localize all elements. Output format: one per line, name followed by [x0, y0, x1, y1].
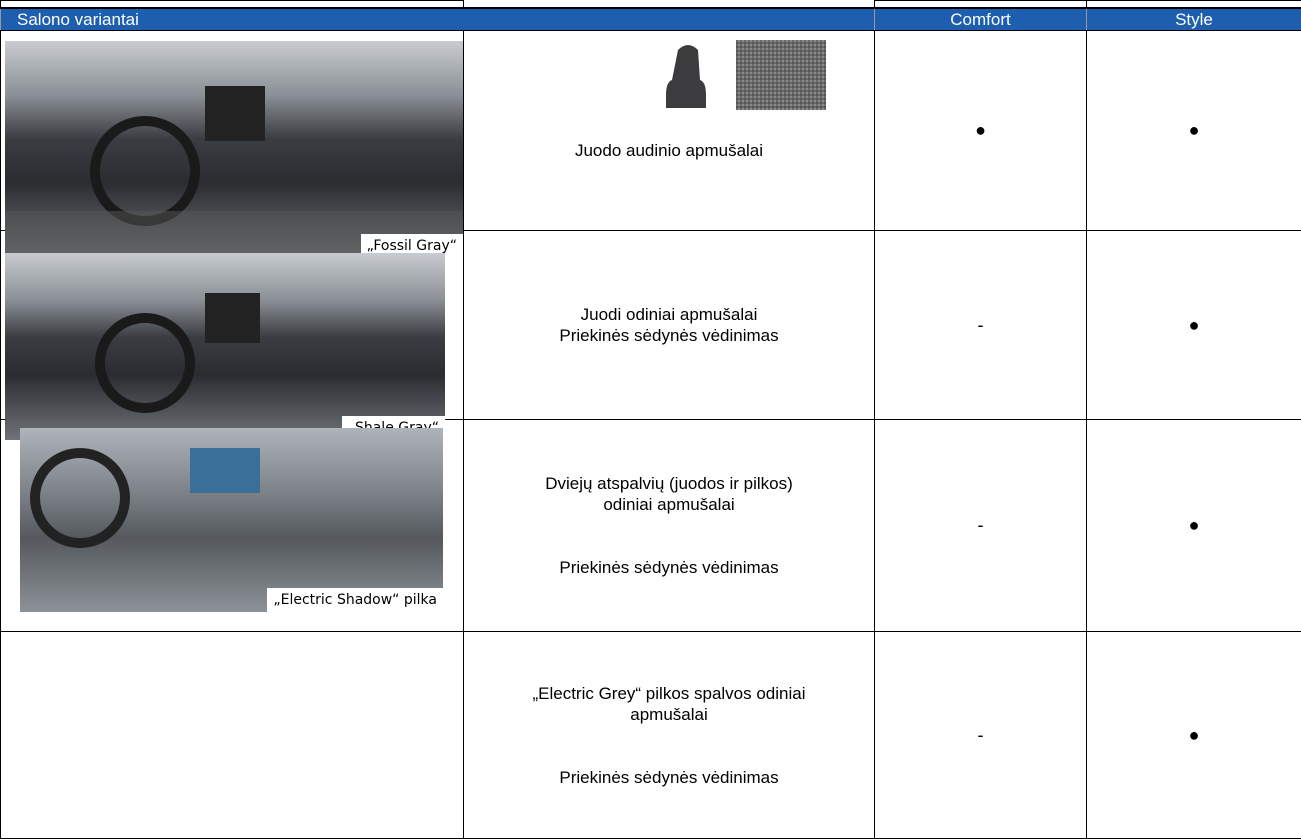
style-cell: ●: [1086, 419, 1301, 632]
description-paragraph: Juodo audinio apmušalai: [464, 140, 874, 161]
description-cell: Dviejų atspalvių (juodos ir pilkos) odini…: [463, 419, 875, 632]
table-row: „Electric Grey“ pilkos spalvos odiniai ap…: [0, 631, 1301, 839]
interior-photo: „Electric Shadow“ pilka: [20, 428, 443, 612]
description-line: apmušalai: [630, 704, 708, 724]
description-line: Dviejų atspalvių (juodos ir pilkos): [545, 474, 793, 493]
image-cell: [0, 631, 464, 839]
comfort-cell: -: [874, 631, 1087, 839]
seat-and-fabric: [666, 40, 826, 110]
description-cell: Juodi odiniai apmušalai Priekinės sėdynės…: [463, 230, 875, 420]
description-paragraph: Juodi odiniai apmušalai Priekinės sėdynės…: [464, 304, 874, 346]
description-paragraph: Priekinės sėdynės vėdinimas: [464, 557, 874, 578]
description-paragraph: „Electric Grey“ pilkos spalvos odiniai ap…: [464, 683, 874, 725]
comfort-cell: -: [874, 419, 1087, 632]
description-line: Juodo audinio apmušalai: [574, 141, 764, 160]
interior-photo: „Shale Gray“: [5, 253, 445, 440]
seat-icons: [666, 40, 836, 117]
description-paragraph: Dviejų atspalvių (juodos ir pilkos) odini…: [464, 473, 874, 515]
header-cell: Comfort: [874, 7, 1087, 31]
comfort-cell: -: [874, 230, 1087, 420]
description-line: Priekinės sėdynės vėdinimas: [559, 558, 779, 577]
description-line: Juodi odiniai apmušalai: [580, 305, 758, 324]
header-cell: Style: [1086, 7, 1301, 31]
style-cell: ●: [1086, 230, 1301, 420]
top-strip: [0, 0, 1301, 9]
style-cell: ●: [1086, 631, 1301, 839]
header-cell: Salono variantai: [0, 7, 875, 31]
description-cell: „Electric Grey“ pilkos spalvos odiniai ap…: [463, 631, 875, 839]
header-row: Salono variantai Comfort Style: [0, 7, 1301, 31]
description-line: Priekinės sėdynės vėdinimas: [559, 326, 779, 345]
interior-photo: „Fossil Gray“: [5, 41, 463, 258]
description-line: Priekinės sėdynės vėdinimas: [559, 767, 779, 787]
comfort-cell: ●: [874, 30, 1087, 231]
description-line: odiniai apmušalai: [603, 495, 735, 514]
image-label: „Electric Shadow“ pilka: [267, 588, 443, 612]
description-line: „Electric Grey“ pilkos spalvos odiniai: [532, 683, 806, 703]
description-paragraph: Priekinės sėdynės vėdinimas: [464, 767, 874, 788]
style-cell: ●: [1086, 30, 1301, 231]
